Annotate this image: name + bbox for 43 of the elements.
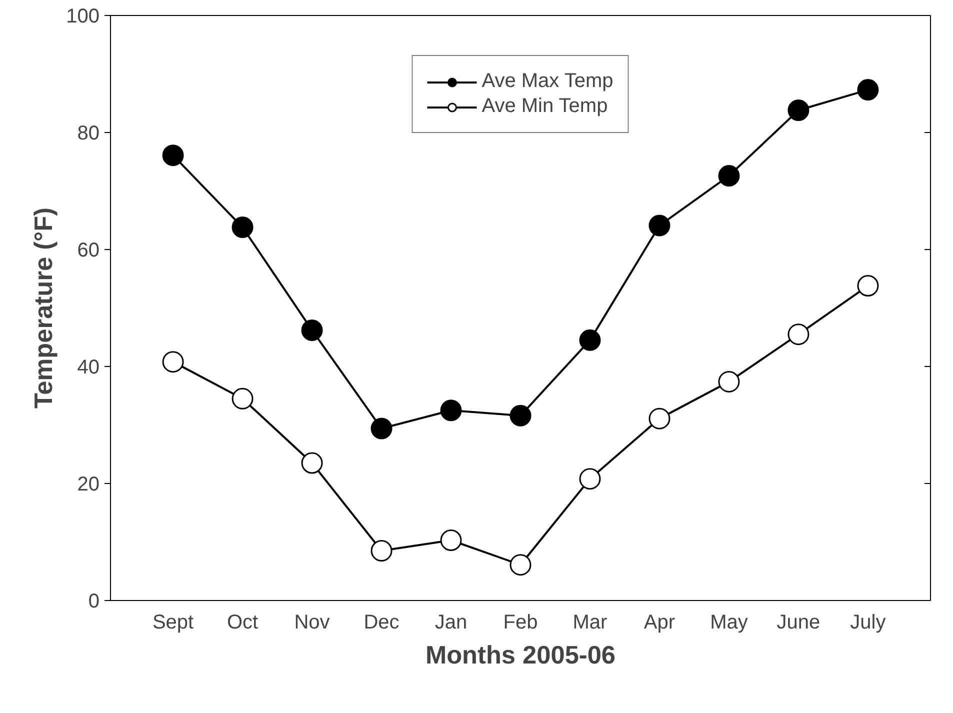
point — [301, 452, 323, 474]
point — [648, 214, 670, 236]
x-tick-label: Mar — [572, 612, 608, 634]
y-tick-label: 0 — [88, 590, 100, 612]
point — [232, 216, 254, 238]
legend-label: Ave Min Temp — [482, 95, 608, 118]
y-tick-label: 60 — [77, 240, 100, 262]
x-tick-label: July — [850, 612, 886, 634]
point — [510, 404, 532, 426]
x-tick-label: Jan — [434, 612, 468, 634]
point — [579, 329, 601, 351]
y-tick-label: 20 — [77, 474, 100, 496]
point — [718, 165, 740, 187]
x-tick-label: Nov — [294, 612, 330, 634]
x-tick-label: Sept — [152, 612, 194, 634]
point — [788, 324, 810, 346]
point — [718, 370, 740, 392]
point — [579, 468, 601, 490]
x-tick-label: Oct — [226, 612, 259, 634]
x-tick-label: Apr — [644, 612, 676, 634]
x-tick-label: Dec — [364, 612, 400, 634]
point — [510, 554, 532, 576]
point — [440, 400, 462, 422]
x-tick-label: May — [710, 612, 748, 634]
x-axis-title: Months 2005-06 — [425, 642, 616, 670]
point — [162, 144, 184, 166]
point — [301, 320, 323, 341]
point — [648, 408, 670, 430]
y-tick-label: 100 — [66, 6, 100, 28]
point — [232, 388, 254, 410]
point — [370, 540, 392, 562]
y-tick-label: 40 — [77, 356, 100, 378]
point — [857, 79, 879, 101]
point — [788, 100, 810, 121]
y-tick-label: 80 — [77, 122, 100, 144]
legend-label: Ave Max Temp — [482, 70, 614, 93]
point — [162, 351, 184, 373]
point — [370, 418, 392, 440]
point — [857, 275, 879, 296]
x-tick-label: Feb — [503, 612, 538, 634]
x-tick-label: June — [776, 612, 820, 634]
y-axis-title: Temperature (°F) — [30, 207, 58, 409]
point — [440, 530, 462, 551]
